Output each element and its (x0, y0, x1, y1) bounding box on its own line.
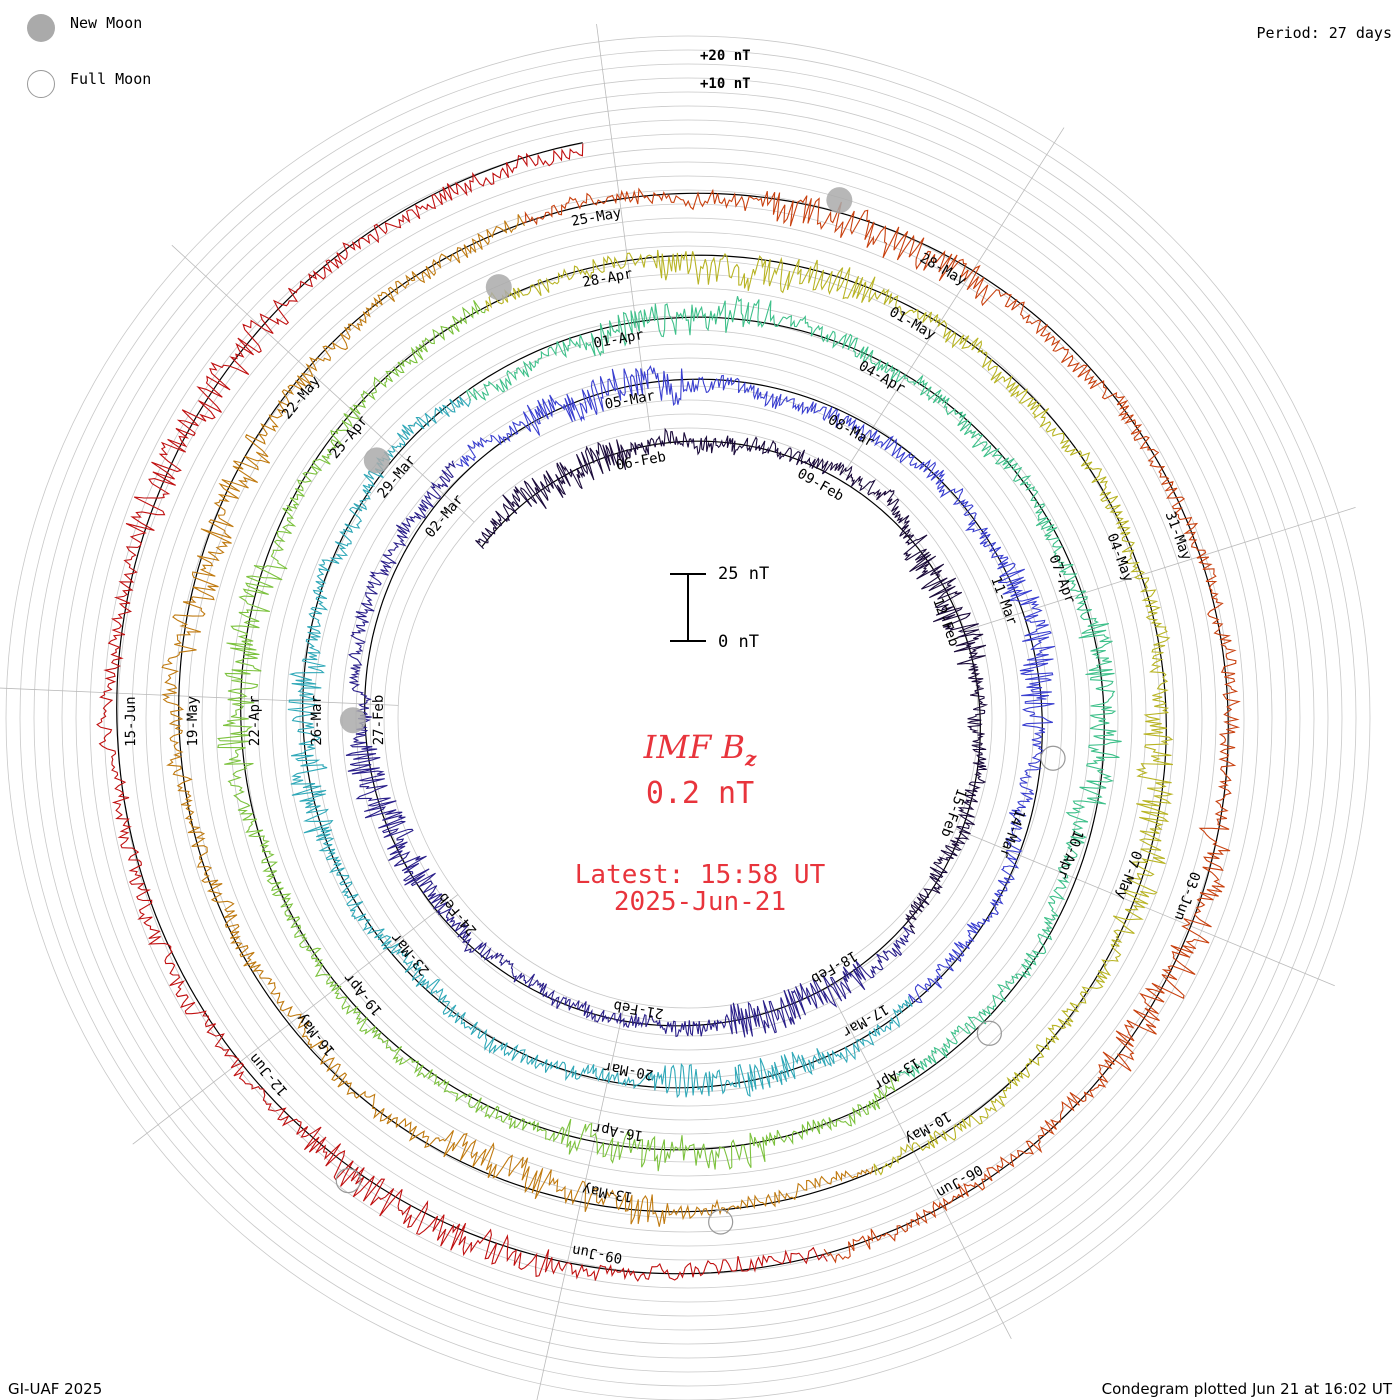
series-line-0 (475, 427, 989, 935)
footer-right: Condegram plotted Jun 21 at 16:02 UT (1101, 1380, 1392, 1398)
date-label: 12-Feb (929, 596, 962, 649)
guide-ring (201, 231, 1175, 1205)
radial-spoke (596, 23, 651, 431)
imf-bz-title: IMF Bz (0, 728, 1400, 770)
footer-left: GI-UAF 2025 (8, 1380, 103, 1398)
series-line-1 (345, 460, 914, 1038)
date-label: 05-Mar (604, 388, 657, 413)
date-label: 27-Feb (371, 695, 387, 746)
full-moon-marker (1040, 745, 1066, 771)
date-label: 22-Apr (247, 695, 263, 746)
series-line-5 (217, 299, 900, 1172)
period-label: Period: 27 days (1256, 24, 1392, 42)
radial-spoke (0, 687, 399, 706)
guide-ring (369, 399, 1007, 1037)
guide-ring (383, 413, 993, 1023)
full-moon-legend-label: Full Moon (70, 70, 152, 88)
guide-ring (355, 385, 1021, 1051)
latest-time: Latest: 15:58 UT (574, 860, 826, 890)
guide-ring (215, 245, 1161, 1191)
radial-spoke (964, 507, 1356, 632)
full-moon-legend-icon (27, 70, 55, 98)
scale-bar-top-label: 25 nT (718, 564, 770, 584)
date-label: 23-Mar (388, 929, 433, 978)
guide-ring (33, 63, 1343, 1373)
imf-bz-title-subscript: z (744, 746, 757, 771)
new-moon-marker (339, 707, 366, 734)
radial-spoke (132, 894, 459, 1145)
guide-ring (159, 189, 1217, 1247)
latest-date: 2025-Jun-21 (613, 887, 787, 917)
guide-ring (327, 357, 1049, 1079)
date-label: 09-Feb (794, 466, 846, 505)
new-moon-marker (826, 187, 853, 214)
series-line-2 (456, 364, 1056, 1004)
date-label: 01-Apr (592, 327, 645, 352)
date-label: 26-Mar (309, 695, 325, 746)
guide-ring (145, 175, 1231, 1261)
date-label: 16-Apr (592, 1119, 645, 1143)
new-moon-marker (363, 447, 390, 474)
guide-ring (89, 119, 1287, 1317)
full-moon-marker (335, 1167, 361, 1194)
full-moon-marker (976, 1020, 1002, 1046)
guide-ring (313, 343, 1063, 1093)
date-label: 11-Mar (987, 574, 1020, 627)
date-label: 04-Apr (856, 358, 908, 397)
scale-label-plus10: +10 nT (700, 76, 751, 92)
radial-spoke (536, 1001, 626, 1400)
new-moon-marker (485, 274, 512, 301)
new-moon-legend-icon (27, 14, 55, 42)
guide-ring (47, 77, 1329, 1359)
series-line-9 (96, 143, 828, 1282)
imf-bz-title-text: IMF B (643, 728, 745, 766)
guide-ring (61, 91, 1315, 1345)
date-label: 15-Jun (123, 696, 139, 747)
radial-spoke (171, 244, 475, 523)
radial-spoke (821, 975, 1012, 1340)
series-line-6 (484, 249, 1174, 1176)
full-moon-marker (708, 1209, 734, 1235)
guide-ring (299, 329, 1077, 1107)
guide-ring (5, 35, 1371, 1400)
guide-ring (229, 259, 1147, 1177)
guide-ring (285, 315, 1091, 1121)
series-line-8 (523, 187, 1241, 1264)
scale-bar-bottom-label: 0 nT (718, 632, 759, 652)
guide-ring (75, 105, 1301, 1331)
guide-ring (19, 49, 1357, 1387)
date-label: 19-May (185, 696, 201, 747)
series-line-3 (287, 395, 913, 1099)
date-label: 14-Mar (996, 807, 1028, 860)
guide-ring (397, 427, 979, 1009)
guide-ring (117, 147, 1259, 1289)
baseline-spiral (116, 142, 1229, 1275)
series-line-7 (161, 214, 874, 1227)
scale-label-plus20: +20 nT (700, 48, 751, 64)
guide-ring (173, 203, 1203, 1233)
bz-value: 0.2 nT (645, 776, 755, 811)
guide-ring (271, 301, 1105, 1135)
guide-ring (257, 287, 1119, 1149)
radial-spoke (843, 127, 1065, 474)
guide-ring (131, 161, 1245, 1275)
series-line-4 (466, 296, 1122, 1079)
date-label: 12-Jun (246, 1050, 291, 1099)
guide-ring (187, 217, 1189, 1219)
date-label: 28-Apr (581, 266, 634, 291)
new-moon-legend-label: New Moon (70, 14, 143, 32)
date-label: 09-Jun (571, 1242, 624, 1266)
